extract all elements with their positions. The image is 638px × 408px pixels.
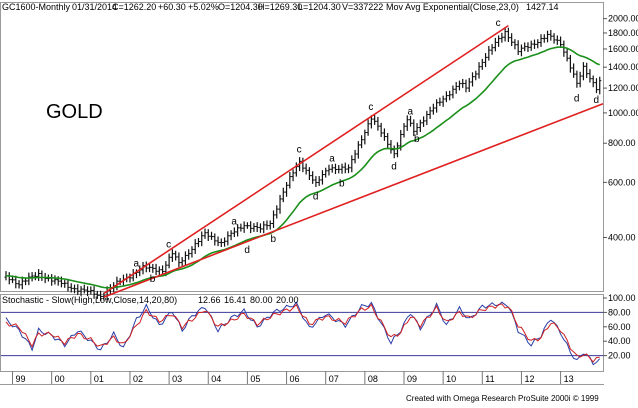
- price-y-tick-label: 400.00: [608, 232, 636, 242]
- upper-trendline: [103, 24, 509, 295]
- wave-label: a: [408, 107, 414, 118]
- stochastic-panel-frame: [0, 294, 604, 372]
- price-y-tick-label: 1200.00: [608, 83, 638, 93]
- stochastic-y-tick-label: 40.00: [608, 336, 631, 346]
- wave-label: d: [574, 94, 580, 105]
- stochastic-lower-value: 20.00: [276, 295, 299, 305]
- time-axis: 99 00 01 02 03 04 05 06 07 08 09 10 11 12 13: [12, 371, 574, 384]
- time-axis-label: 05: [250, 374, 260, 384]
- price-y-tick-label: 600.00: [608, 177, 636, 187]
- time-axis-label: 09: [407, 374, 417, 384]
- stochastic-y-tick-label: 100.00: [608, 293, 636, 303]
- time-axis-label: 04: [211, 374, 221, 384]
- header-low: L=1204.30: [298, 2, 341, 12]
- wave-label: c: [297, 144, 302, 155]
- wave-label: d: [593, 95, 599, 106]
- price-y-tick-label: 2000.00: [608, 14, 638, 24]
- header-volume: V=337222: [342, 2, 383, 12]
- price-y-tick-label: 1800.00: [608, 28, 638, 38]
- header-high: H=1269.30: [258, 2, 302, 12]
- time-axis-label: 07: [329, 374, 339, 384]
- header-ma-label: Mov Avg Exponential(Close,23,0): [386, 2, 519, 12]
- time-axis-label: 99: [16, 374, 26, 384]
- price-y-tick-label: 1400.00: [608, 62, 638, 72]
- time-axis-label: 03: [172, 374, 182, 384]
- header-pct: +5.02%: [188, 2, 219, 12]
- time-axis-label: 00: [55, 374, 65, 384]
- wave-label: d: [313, 192, 319, 203]
- time-axis-label: 10: [446, 374, 456, 384]
- price-y-axis: 400.00 600.00 800.00 1000.00 1200.00 1400.00 1…: [603, 14, 638, 242]
- price-y-tick-label: 800.00: [608, 138, 636, 148]
- stochastic-k-value: 12.66: [198, 295, 221, 305]
- time-axis-label: 02: [133, 374, 143, 384]
- time-axis-label: 13: [564, 374, 574, 384]
- price-panel-frame: [0, 2, 604, 292]
- wave-label: b: [339, 178, 345, 189]
- stochastic-y-tick-label: 80.00: [608, 307, 631, 317]
- header-open: O=1204.30: [218, 2, 263, 12]
- wave-label: b: [414, 134, 420, 145]
- wave-label: c: [166, 239, 171, 250]
- wave-label: a: [133, 259, 139, 270]
- wave-label: b: [150, 274, 156, 285]
- wave-label: d: [391, 161, 397, 172]
- time-axis-label: 01: [94, 374, 104, 384]
- time-axis-label: 11: [485, 374, 494, 384]
- wave-label: a: [231, 216, 237, 227]
- time-axis-label: 06: [290, 374, 300, 384]
- header-date: 01/31/2014: [72, 2, 117, 12]
- stochastic-y-tick-label: 20.00: [608, 351, 631, 361]
- ema-line: [5, 46, 601, 289]
- stochastic-upper-value: 80.00: [250, 295, 273, 305]
- stochastic-d-value: 16.41: [224, 295, 247, 305]
- stochastic-lines: [5, 301, 601, 366]
- trendlines: [103, 24, 604, 298]
- stochastic-label: Stochastic - Slow(High,Low,Close,14,20,8…: [2, 295, 177, 305]
- stochastic-d-line: [5, 303, 600, 363]
- price-y-tick-label: 1600.00: [608, 44, 638, 54]
- price-y-tick-label: 1000.00: [608, 108, 638, 118]
- chart-title: GOLD: [46, 101, 103, 123]
- price-header: GC1600-Monthly 01/31/2014 C=1262.20 +60.…: [2, 2, 559, 12]
- wave-label: b: [271, 234, 277, 245]
- lower-trendline: [103, 102, 604, 298]
- wave-label: c: [368, 102, 373, 113]
- wave-label: d: [244, 245, 250, 256]
- moving-average: [5, 46, 601, 289]
- stochastic-k-line: [5, 301, 601, 366]
- header-symbol: GC1600-Monthly: [2, 2, 71, 12]
- stochastic-y-axis: 20.00 40.00 60.00 80.00 100.00: [603, 293, 636, 361]
- stochastic-guide-lines: [1, 311, 603, 357]
- wave-label: c: [496, 18, 501, 29]
- header-close: C=1262.20: [112, 2, 156, 12]
- header-change: +60.30: [158, 2, 186, 12]
- wave-label: a: [329, 154, 335, 165]
- credit-text: Created with Omega Research ProSuite 200…: [406, 394, 599, 403]
- header-ma-value: 1427.14: [526, 2, 559, 12]
- time-axis-label: 08: [368, 374, 378, 384]
- time-axis-label: 12: [524, 374, 534, 384]
- stochastic-y-tick-label: 60.00: [608, 322, 631, 332]
